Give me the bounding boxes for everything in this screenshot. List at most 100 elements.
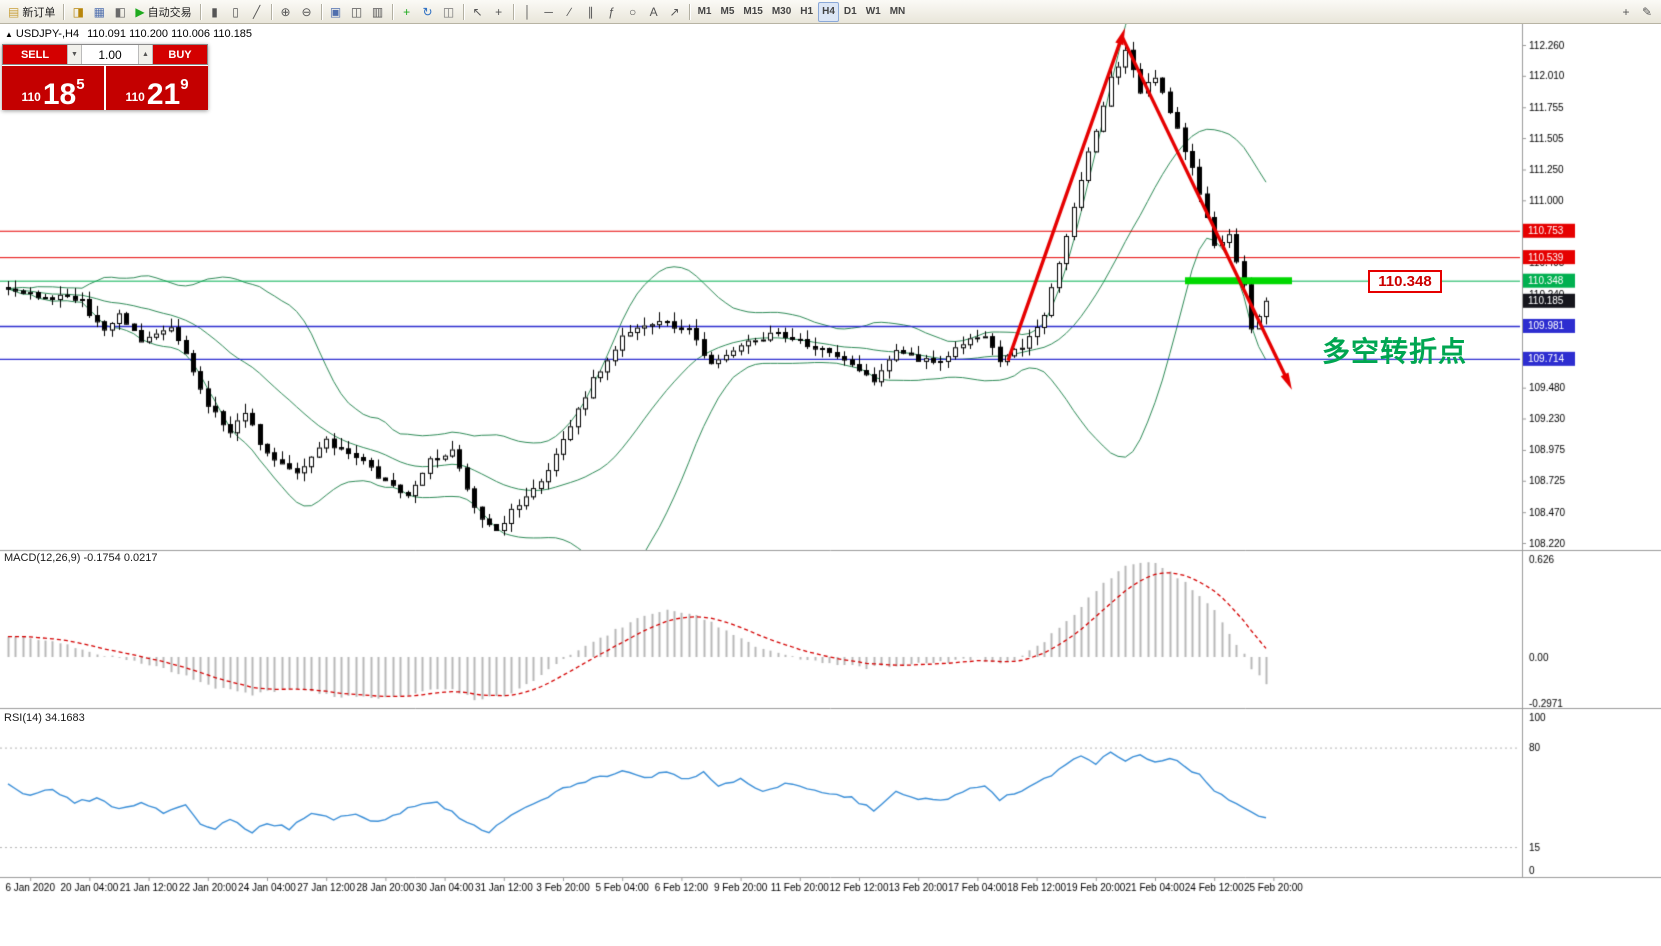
volume-increase-button[interactable]: ▲ bbox=[138, 45, 153, 64]
toolbar-separator bbox=[199, 3, 201, 20]
shapes-button[interactable]: ○ bbox=[623, 2, 643, 22]
text-button[interactable]: A bbox=[644, 2, 664, 22]
candlestick-chart-button[interactable]: ▯ bbox=[226, 2, 246, 22]
toolbar-separator bbox=[63, 3, 65, 20]
zoom-in-icon: ⊕ bbox=[280, 4, 291, 19]
edit-tools-button[interactable]: ✎ bbox=[1637, 2, 1657, 22]
buy-price-prefix: 110 bbox=[125, 90, 145, 104]
auto-scroll-button[interactable]: ↻ bbox=[418, 2, 438, 22]
volume-decrease-button[interactable]: ▼ bbox=[67, 45, 82, 64]
arrange-windows-icon: ▥ bbox=[371, 4, 384, 19]
arrange-windows-button[interactable]: ▥ bbox=[368, 2, 388, 22]
trendline-icon: ∕ bbox=[568, 4, 571, 19]
crosshair-button[interactable]: + bbox=[489, 2, 509, 22]
toolbar-separator bbox=[391, 3, 393, 20]
auto-scroll-icon: ↻ bbox=[422, 4, 433, 19]
cascade-windows-icon: ◫ bbox=[350, 4, 363, 19]
crosshair-icon: + bbox=[495, 4, 503, 19]
new-chart-plus-icon: + bbox=[403, 4, 411, 19]
tile-windows-button[interactable]: ▣ bbox=[326, 2, 346, 22]
open-chart-button[interactable]: ◨ bbox=[68, 2, 88, 22]
volume-input[interactable]: 1.00 bbox=[82, 45, 138, 64]
cascade-windows-button[interactable]: ◫ bbox=[347, 2, 367, 22]
channel-button[interactable]: ∥ bbox=[581, 2, 601, 22]
timeframe-w1-button-label: W1 bbox=[865, 6, 881, 17]
toolbar-separator bbox=[320, 3, 322, 20]
sell-price-tile[interactable]: 110 18 5 bbox=[2, 66, 104, 110]
text-icon: A bbox=[649, 4, 658, 19]
timeframe-m1-button[interactable]: M1 bbox=[694, 2, 716, 22]
chart-window-icon: ◨ bbox=[72, 4, 85, 19]
timeframe-mn-button[interactable]: MN bbox=[886, 2, 910, 22]
timeframe-m15-button[interactable]: M15 bbox=[739, 2, 766, 22]
buy-price-sup: 9 bbox=[180, 76, 189, 93]
new-order-button-label: 新订单 bbox=[22, 6, 56, 19]
toolbar: ▤ 新订单 ◨ ▦ ◧ ▶ 自动交易 ▮ ▯ ╱ ⊕ ⊖ ▣ ◫ ▥ + ↻ ◫ ↖ + │ ─ ∕ ∥ ƒ ○ A ↗ M1 M5 M15… bbox=[0, 0, 1661, 24]
symbol-ohlc: 110.091 110.200 110.006 110.185 bbox=[87, 28, 253, 40]
timeframe-m5-button[interactable]: M5 bbox=[716, 2, 738, 22]
timeframe-d1-button[interactable]: D1 bbox=[840, 2, 861, 22]
buy-price-big: 21 bbox=[146, 77, 181, 111]
new-chart-button[interactable]: + bbox=[397, 2, 417, 22]
zoom-out-icon: ⊖ bbox=[301, 4, 312, 19]
rsi-indicator-label: RSI(14) 34.1683 bbox=[4, 712, 85, 724]
turning-point-annotation[interactable]: 多空转折点 bbox=[1322, 336, 1468, 367]
timeframe-h1-button-label: H1 bbox=[800, 6, 814, 17]
timeframe-m1-button-label: M1 bbox=[697, 6, 712, 17]
macd-indicator-label: MACD(12,26,9) -0.1754 0.0217 bbox=[4, 552, 158, 564]
toolbar-separator bbox=[512, 3, 514, 20]
symbol-name: USDJPY-,H4 bbox=[15, 28, 80, 40]
fibonacci-button[interactable]: ƒ bbox=[602, 2, 622, 22]
sell-price-sup: 5 bbox=[76, 76, 85, 93]
horizontal-line-button[interactable]: ─ bbox=[539, 2, 559, 22]
arrows-button[interactable]: ↗ bbox=[665, 2, 685, 22]
add-indicator-button[interactable]: + bbox=[1616, 2, 1636, 22]
profiles-icon: ▦ bbox=[93, 4, 106, 19]
chart-shift-icon: ◫ bbox=[442, 4, 455, 19]
bar-chart-button[interactable]: ▮ bbox=[205, 2, 225, 22]
fibonacci-icon: ƒ bbox=[608, 4, 615, 19]
toolbar-separator bbox=[688, 3, 690, 20]
bar-chart-icon: ▮ bbox=[211, 4, 218, 19]
sell-price-big: 18 bbox=[42, 77, 77, 111]
autotrading-button[interactable]: ▶ 自动交易 bbox=[131, 2, 195, 22]
tile-windows-icon: ▣ bbox=[329, 4, 342, 19]
buy-button[interactable]: BUY bbox=[153, 45, 207, 64]
autotrading-icon: ▶ bbox=[135, 4, 145, 19]
symbol-info: ▲ USDJPY-,H4 110.091 110.200 110.006 110.1… bbox=[5, 28, 252, 40]
symbol-marker-icon: ▲ bbox=[5, 30, 13, 39]
toolbar-right-group: + ✎ bbox=[1616, 2, 1657, 22]
timeframe-m30-button[interactable]: M30 bbox=[768, 2, 795, 22]
one-click-trading-panel: SELL ▼ 1.00 ▲ BUY 110 18 5 110 21 9 bbox=[2, 44, 208, 110]
timeframe-w1-button[interactable]: W1 bbox=[862, 2, 885, 22]
shapes-icon: ○ bbox=[628, 4, 637, 19]
autotrading-button-label: 自动交易 bbox=[147, 6, 192, 19]
timeframe-m30-button-label: M30 bbox=[771, 6, 792, 17]
chart-shift-button[interactable]: ◫ bbox=[439, 2, 459, 22]
navigator-button[interactable]: ◧ bbox=[110, 2, 130, 22]
cursor-button[interactable]: ↖ bbox=[468, 2, 488, 22]
horizontal-line-icon: ─ bbox=[544, 4, 553, 19]
new-order-icon: ▤ bbox=[8, 4, 20, 19]
timeframe-m15-button-label: M15 bbox=[743, 6, 763, 17]
chart-canvas[interactable] bbox=[0, 24, 1661, 946]
zoom-in-button[interactable]: ⊕ bbox=[276, 2, 296, 22]
channel-icon: ∥ bbox=[587, 4, 594, 19]
new-order-button[interactable]: ▤ 新订单 bbox=[4, 2, 59, 22]
line-chart-button[interactable]: ╱ bbox=[247, 2, 267, 22]
sell-price-prefix: 110 bbox=[21, 90, 41, 104]
price-callout[interactable]: 110.348 bbox=[1368, 270, 1442, 293]
buy-price-tile[interactable]: 110 21 9 bbox=[106, 66, 208, 110]
zoom-out-button[interactable]: ⊖ bbox=[297, 2, 317, 22]
sell-button[interactable]: SELL bbox=[3, 45, 67, 64]
timeframe-h4-button-label: H4 bbox=[822, 6, 835, 17]
timeframe-h1-button[interactable]: H1 bbox=[796, 2, 817, 22]
vertical-line-button[interactable]: │ bbox=[518, 2, 538, 22]
vertical-line-icon: │ bbox=[523, 4, 532, 19]
toolbar-separator bbox=[270, 3, 272, 20]
profiles-button[interactable]: ▦ bbox=[89, 2, 109, 22]
trendline-button[interactable]: ∕ bbox=[560, 2, 580, 22]
timeframe-h4-button[interactable]: H4 bbox=[818, 1, 839, 22]
plus-icon: + bbox=[1622, 4, 1630, 19]
